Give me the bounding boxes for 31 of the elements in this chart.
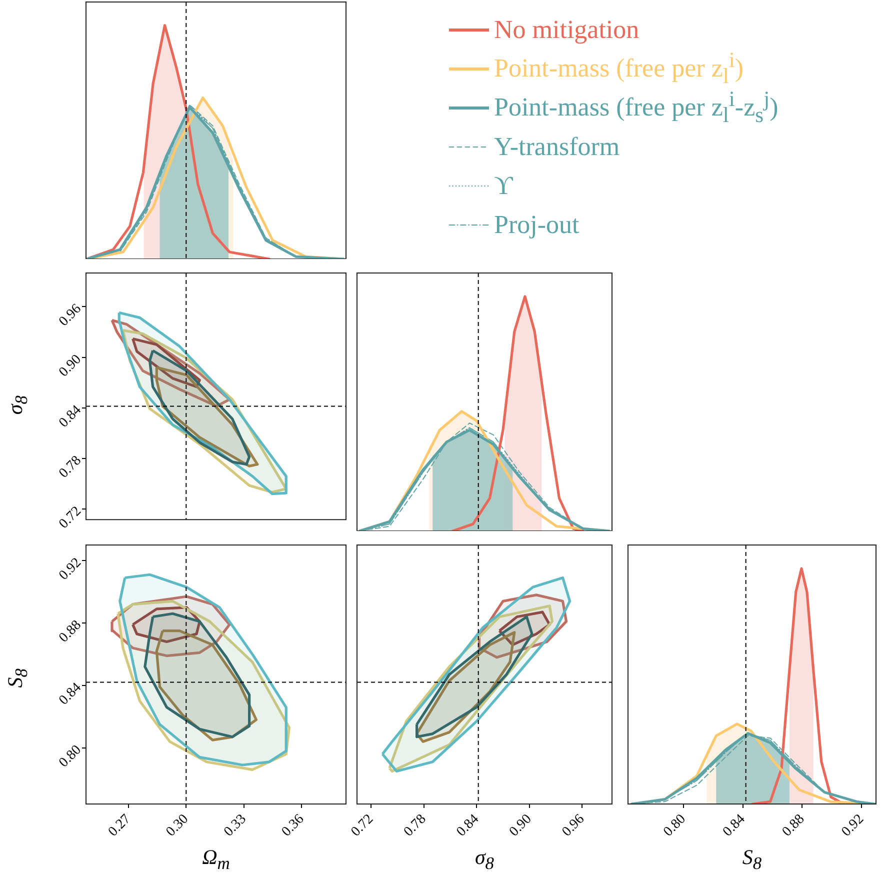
x-tick-label: 0.88 bbox=[780, 812, 808, 840]
legend-label: Point-mass (free per z$_{l}$$^{i}$) bbox=[494, 48, 744, 89]
x-tick-label: 0.96 bbox=[560, 812, 588, 840]
legend-label: Proj-out bbox=[494, 210, 580, 240]
x-axis-title: σ$_{8}$ bbox=[474, 845, 496, 876]
x-tick-label: 0.27 bbox=[106, 812, 134, 840]
y-tick-label: 0.80 bbox=[56, 742, 84, 771]
x-tick-label: 0.84 bbox=[720, 812, 748, 840]
legend-label: Y-transform bbox=[494, 132, 620, 162]
y-tick-label: 0.72 bbox=[56, 504, 84, 532]
y-tick-label: 0.90 bbox=[56, 352, 84, 380]
y-tick-label: 0.96 bbox=[56, 302, 84, 330]
x-tick-label: 0.80 bbox=[661, 812, 689, 840]
x-tick-label: 0.36 bbox=[279, 812, 308, 840]
y-tick-label: 0.92 bbox=[56, 555, 84, 584]
x-tick-label: 0.92 bbox=[839, 812, 868, 840]
y-tick-label: 0.88 bbox=[56, 618, 84, 646]
y-tick-label: 0.84 bbox=[56, 402, 84, 431]
x-axis-title: Ω$_{m}$ bbox=[201, 845, 231, 876]
x-tick-label: 0.72 bbox=[348, 812, 376, 840]
legend-label: Point-mass (free per z$_{l}$$^{i}$-z$_{s}$$^{j}$) bbox=[494, 87, 778, 128]
x-tick-label: 0.33 bbox=[221, 812, 250, 840]
x-tick-label: 0.78 bbox=[401, 812, 430, 840]
x-tick-label: 0.84 bbox=[454, 812, 482, 840]
legend-label: ϒ bbox=[494, 170, 513, 200]
y-tick-label: 0.78 bbox=[56, 453, 84, 482]
x-axis-title: S$_{8}$ bbox=[741, 845, 763, 876]
y-tick-label: 0.84 bbox=[56, 680, 84, 708]
legend-label: No mitigation bbox=[494, 14, 640, 44]
x-tick-label: 0.30 bbox=[164, 812, 192, 840]
x-tick-label: 0.90 bbox=[506, 812, 535, 840]
